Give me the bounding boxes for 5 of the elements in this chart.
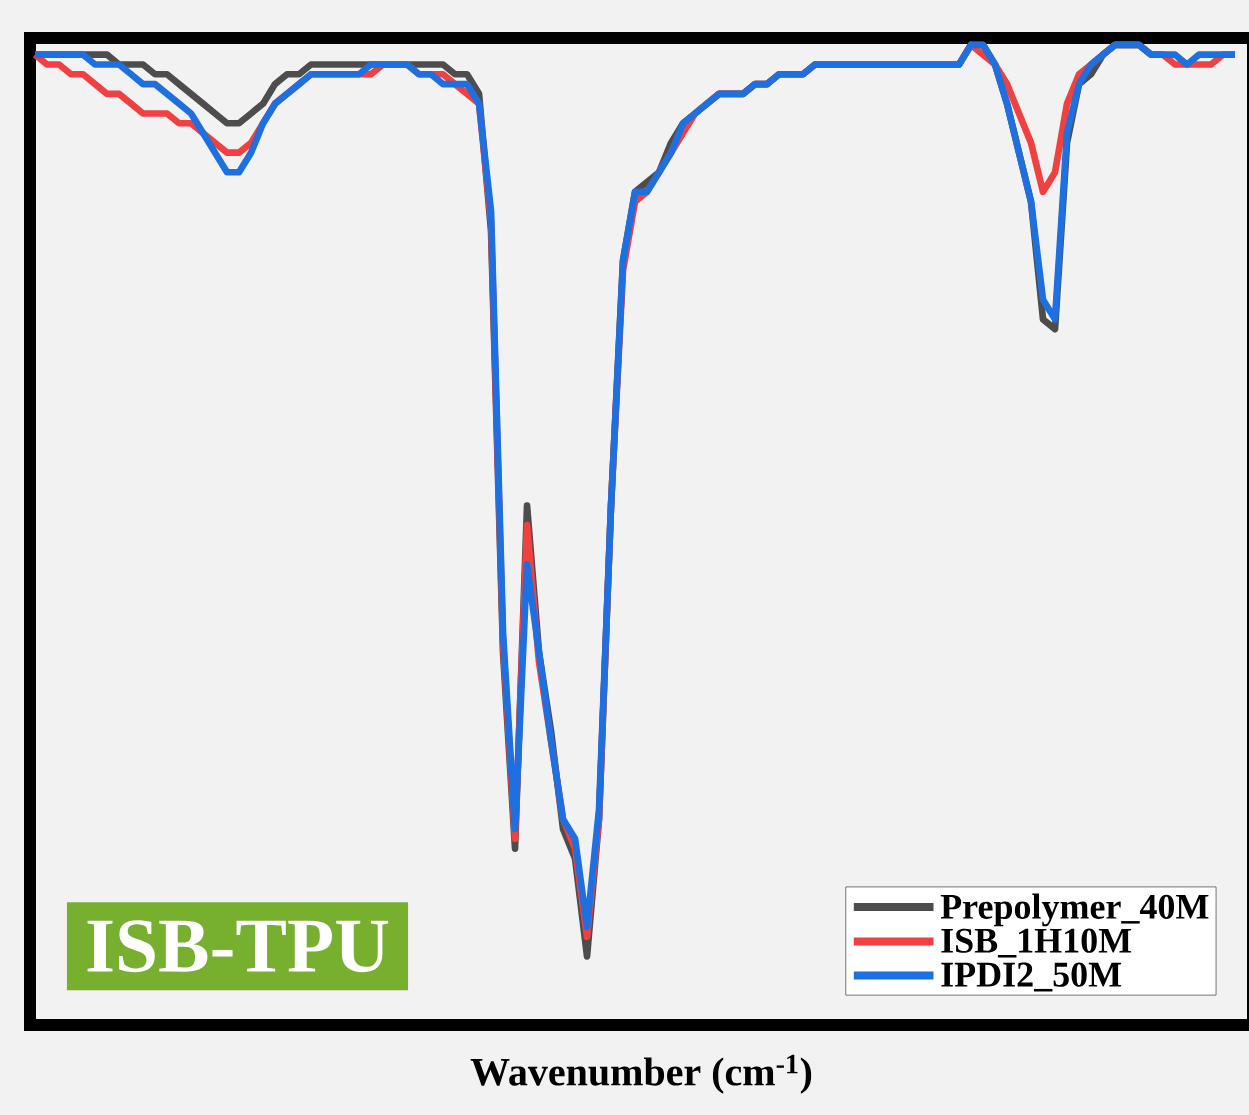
legend-label: IPDI2_50M bbox=[941, 962, 1122, 992]
legend-label: Prepolymer_40M bbox=[940, 893, 1209, 927]
x-axis-title: Wavenumber (cm$^{-1}$) bbox=[470, 1054, 812, 1094]
legend-label: ISB_1H10M bbox=[941, 928, 1132, 958]
annotation: ISB-TPU bbox=[87, 920, 389, 973]
